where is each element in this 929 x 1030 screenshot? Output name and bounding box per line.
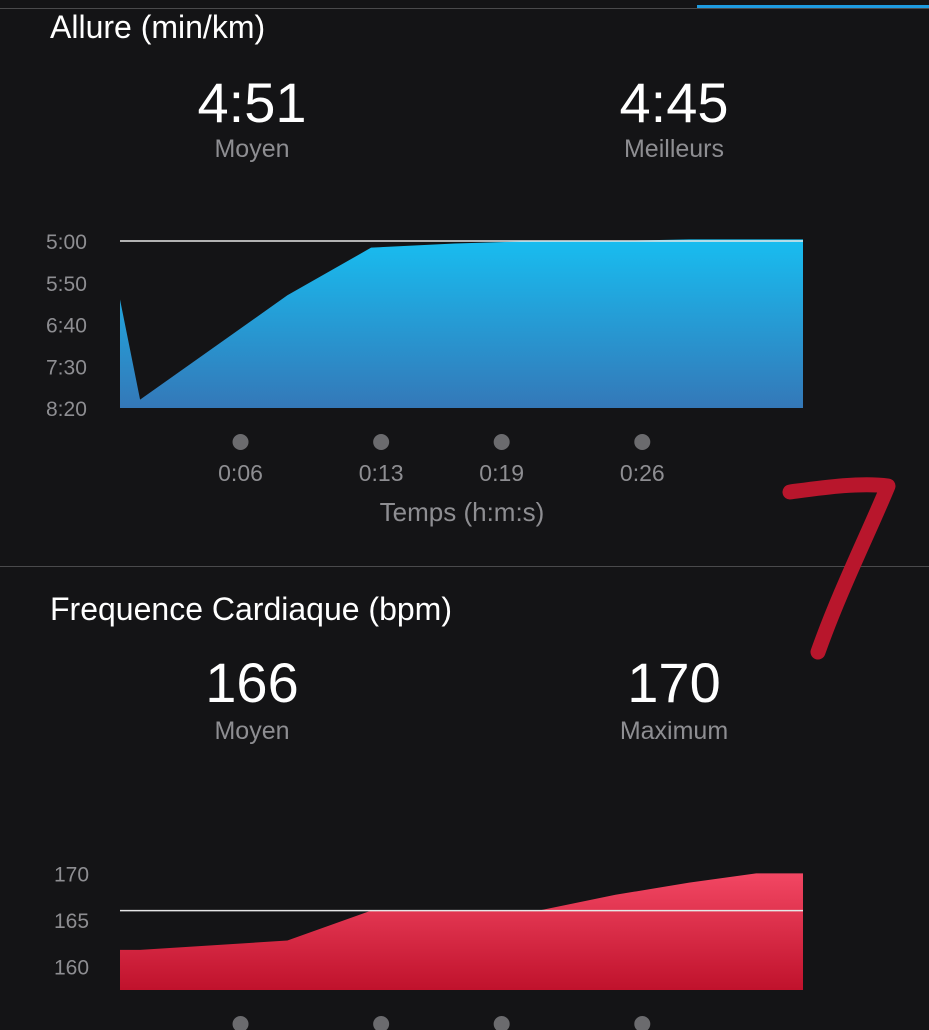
heart-average-label: Moyen — [214, 717, 290, 745]
section-divider — [0, 566, 929, 567]
pace-y-tick-label: 7:30 — [46, 356, 87, 379]
heart-chart: 160 165 170 — [54, 863, 803, 1030]
pace-y-tick-label: 8:20 — [46, 398, 87, 421]
pace-x-tick-label: 0:19 — [479, 460, 524, 486]
pace-chart: 5:00 5:50 6:40 7:30 8:20 0:06 0:13 0:19 0:26 — [46, 231, 803, 486]
pace-title: Allure (min/km) — [50, 9, 266, 45]
handwritten-seven-annotation — [782, 477, 896, 660]
heart-title: Frequence Cardiaque (bpm) — [50, 591, 452, 627]
pace-average-label: Moyen — [214, 135, 290, 163]
pace-x-tick-label: 0:06 — [218, 460, 263, 486]
pace-x-tick-label: 0:26 — [620, 460, 665, 486]
tab-indicator — [697, 5, 929, 8]
pace-x-tick-label: 0:13 — [359, 460, 404, 486]
pace-y-tick-label: 6:40 — [46, 315, 87, 338]
pace-x-axis-title: Temps (h:m:s) — [379, 497, 545, 527]
heart-x-tick-dot — [493, 1016, 510, 1030]
annotation-stroke — [782, 477, 896, 660]
pace-best-value: 4:45 — [619, 71, 729, 134]
top-rule — [0, 8, 929, 9]
pace-y-tick-label: 5:50 — [46, 273, 87, 296]
heart-y-tick-label: 165 — [54, 910, 89, 933]
heart-max-label: Maximum — [619, 717, 729, 745]
pace-x-tick-dot — [373, 434, 390, 450]
pace-x-tick-dot — [232, 434, 249, 450]
heart-y-tick-label: 160 — [54, 957, 89, 980]
pace-x-tick-dot — [634, 434, 651, 450]
pace-y-tick-label: 5:00 — [46, 231, 87, 254]
pace-best-label: Meilleurs — [623, 135, 725, 163]
heart-x-tick-dot — [232, 1016, 249, 1030]
heart-average-value: 166 — [205, 651, 299, 714]
pace-average-value: 4:51 — [197, 71, 307, 134]
heart-area-series — [120, 873, 803, 990]
pace-x-tick-dot — [493, 434, 510, 450]
heart-x-tick-dot — [634, 1016, 651, 1030]
heart-x-tick-dot — [373, 1016, 390, 1030]
heart-y-tick-label: 170 — [54, 863, 89, 886]
pace-area-series — [120, 239, 803, 408]
heart-max-value: 170 — [627, 651, 721, 714]
